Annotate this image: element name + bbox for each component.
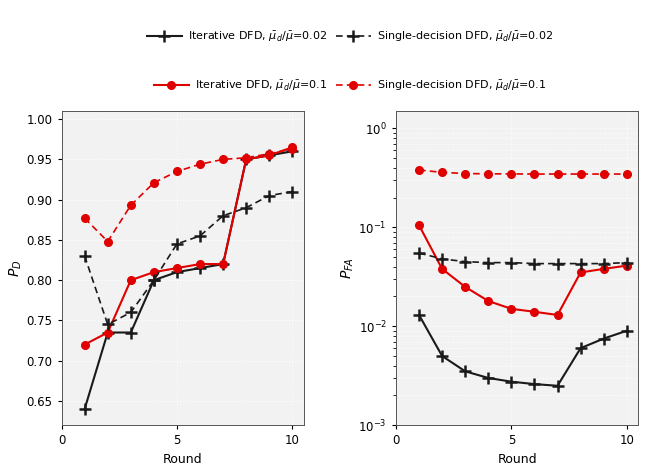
Legend: Iterative DFD, $\bar{\mu}_d/\bar{\mu}$=0.02, Single-decision DFD, $\bar{\mu}_d/\: Iterative DFD, $\bar{\mu}_d/\bar{\mu}$=0… [146,29,553,44]
Y-axis label: $P_D$: $P_D$ [7,259,24,277]
X-axis label: Round: Round [497,453,537,465]
Legend: Iterative DFD, $\bar{\mu}_d/\bar{\mu}$=0.1, Single-decision DFD, $\bar{\mu}_d/\b: Iterative DFD, $\bar{\mu}_d/\bar{\mu}$=0… [154,79,546,94]
X-axis label: Round: Round [163,453,203,465]
Y-axis label: $P_{FA}$: $P_{FA}$ [340,257,356,279]
